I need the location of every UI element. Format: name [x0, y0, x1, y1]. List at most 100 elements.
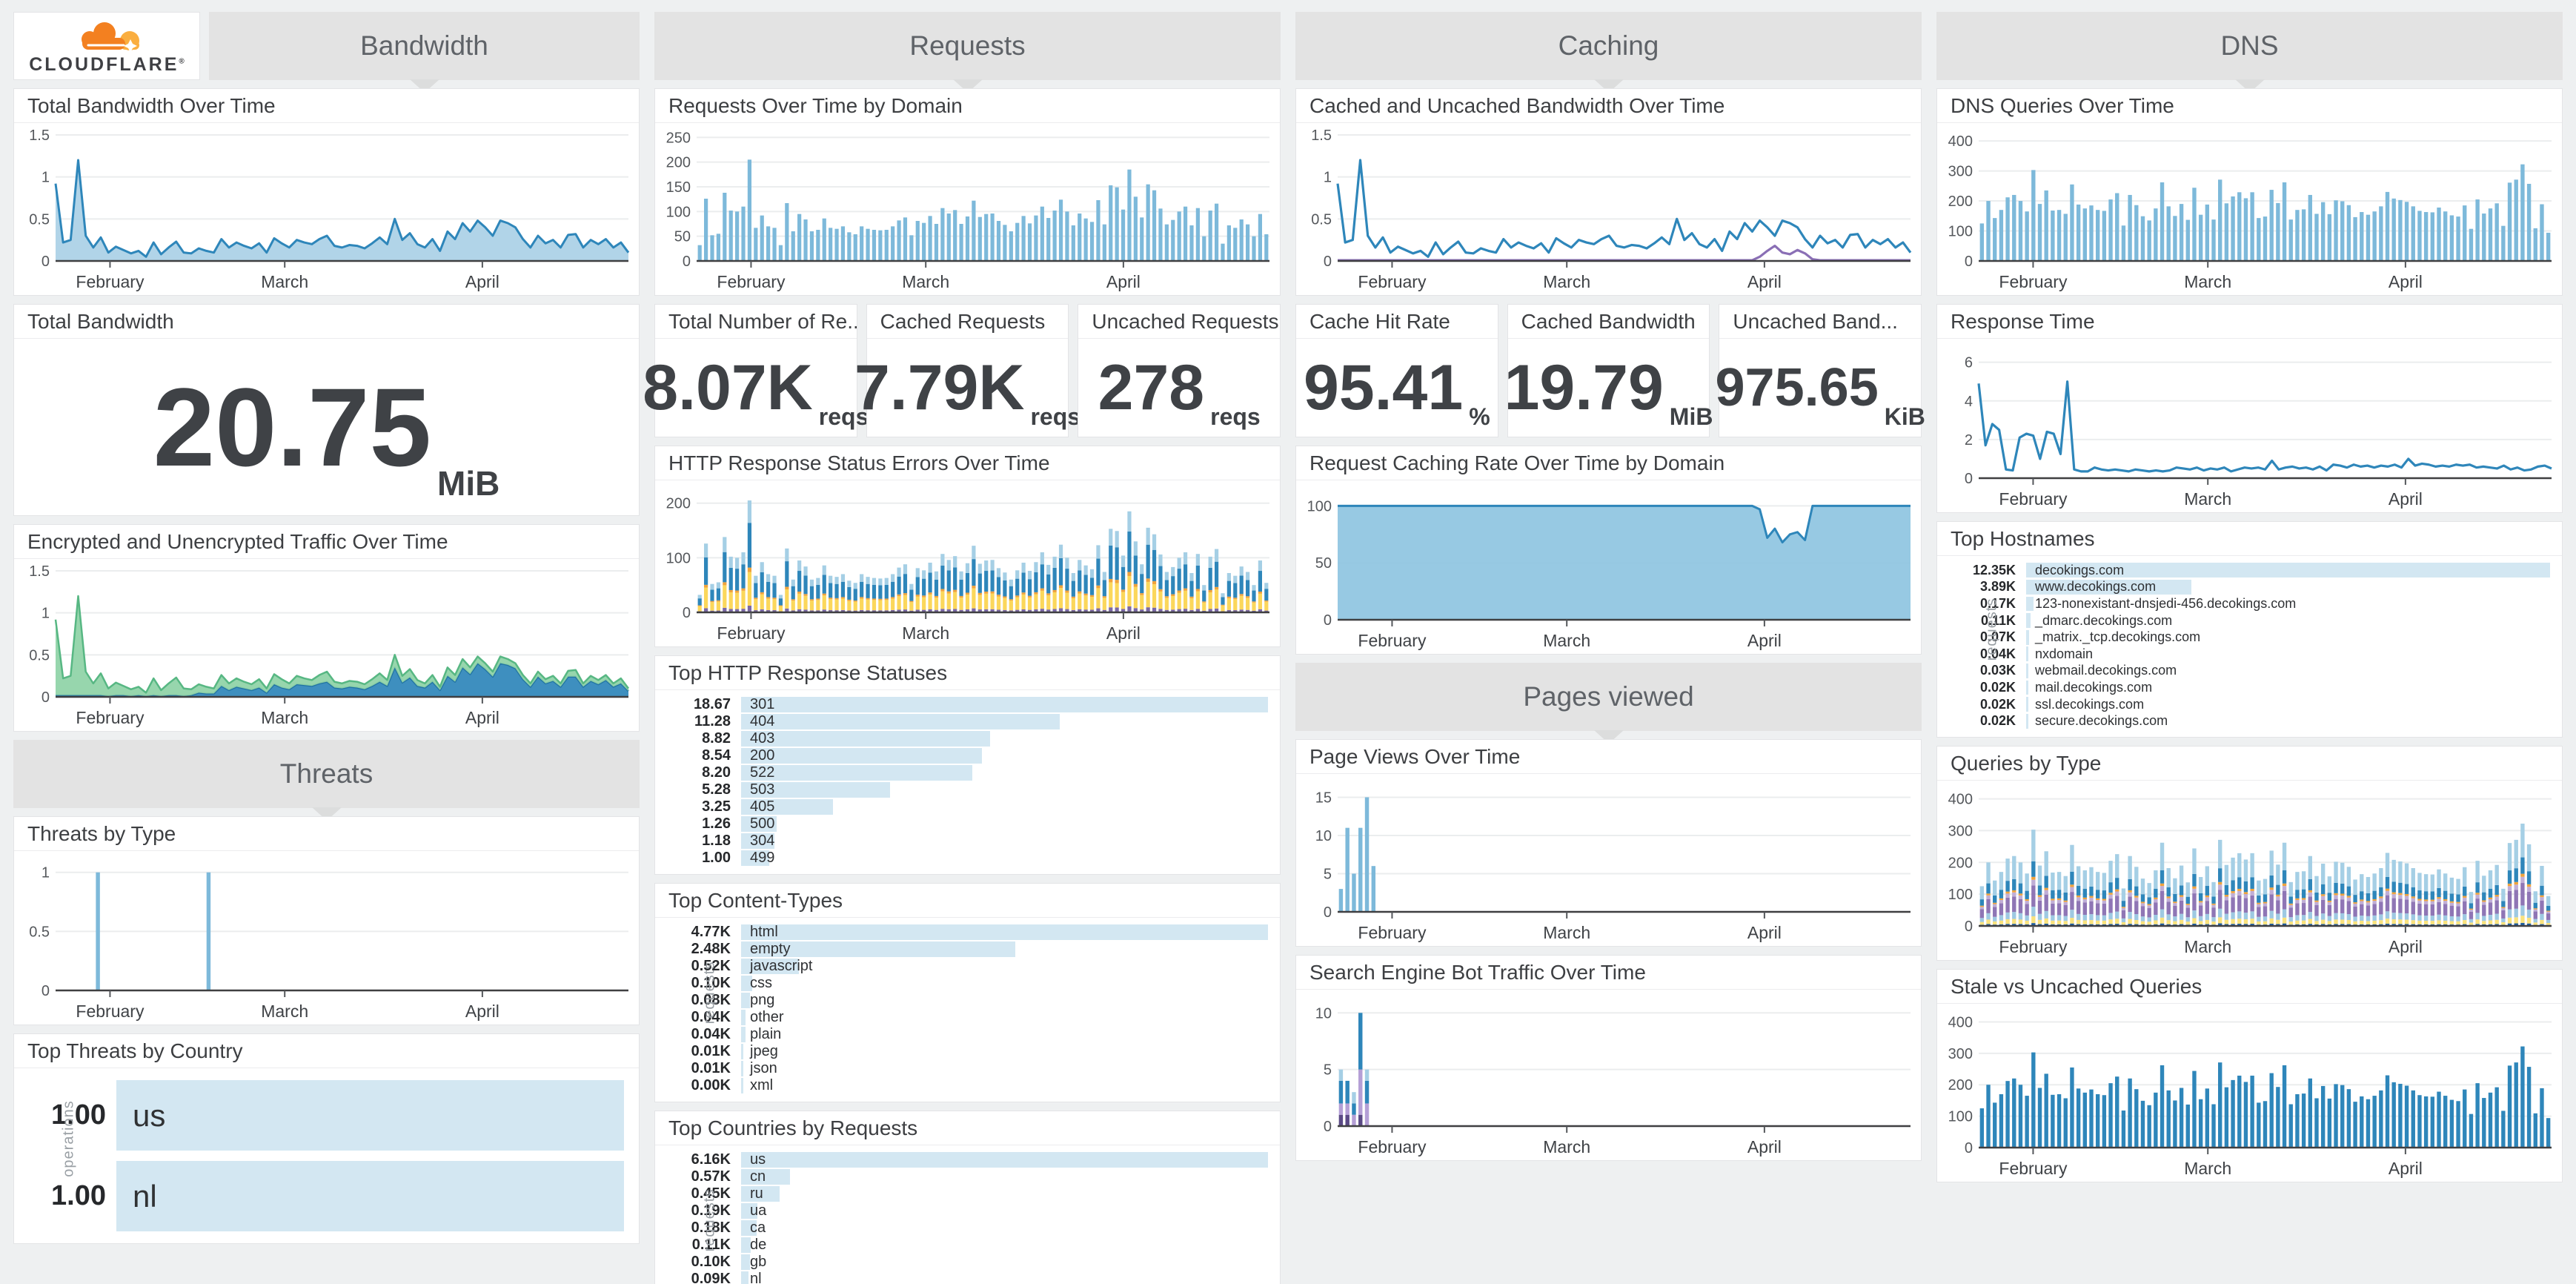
panel-page-views: Page Views Over Time 0 5 10 15 February March…: [1295, 739, 1922, 947]
list-item-value: 5.28: [702, 781, 731, 798]
top-http-statuses-list[interactable]: 18.67 301 11.28 404 8.82 403 8.54 200 8.20 522 5.2…: [655, 690, 1280, 874]
panel-title: Top HTTP Response Statuses: [655, 656, 1280, 690]
cloudflare-cloud-icon: [82, 21, 139, 53]
section-header-threats[interactable]: Threats: [13, 740, 640, 821]
total-bandwidth-area-chart[interactable]: 0 0.5 1 1.5 February March April: [14, 123, 639, 295]
panel-title: Top Countries by Requests: [655, 1111, 1280, 1145]
list-item-value: 0.11K: [691, 1237, 731, 1253]
list-item-value: 0.45K: [691, 1185, 731, 1202]
svg-text:200: 200: [1948, 193, 1973, 210]
svg-text:April: April: [1747, 272, 1782, 291]
panel-title: Queries by Type: [1937, 747, 2562, 781]
section-header-bandwidth[interactable]: Bandwidth: [209, 12, 640, 93]
section-header-requests[interactable]: Requests: [654, 12, 1281, 93]
list-item-bar: [2026, 680, 2028, 695]
requests-bar-chart[interactable]: 0 50 100 150 200 250 February March April: [655, 123, 1280, 295]
list-item-bar: [741, 1044, 743, 1059]
stat-title: Uncached Requests: [1078, 305, 1281, 339]
list-item-label: de: [750, 1237, 767, 1253]
panel-response-time: Response Time 0 2 4 6 February March April: [1936, 304, 2563, 513]
top-hostnames-list[interactable]: 12.35K decokings.com 3.89K www.decokings.co…: [1937, 556, 2562, 737]
list-item-label: 304: [750, 833, 775, 849]
panel-cached-uncached-bw: Cached and Uncached Bandwidth Over Time …: [1295, 88, 1922, 296]
http-errors-stacked-bar-chart[interactable]: 0 100 200 February March April: [655, 480, 1280, 646]
stat-value: 20.75: [153, 365, 432, 489]
list-item-label: _matrix._tcp.decokings.com: [2035, 629, 2201, 645]
svg-text:February: February: [717, 272, 786, 291]
svg-text:April: April: [465, 708, 499, 727]
svg-text:0.5: 0.5: [1311, 211, 1332, 228]
stat-value: 8.07K: [643, 352, 813, 423]
list-item-label: ru: [750, 1185, 763, 1202]
stat-value: 95.41: [1304, 352, 1464, 423]
svg-text:March: March: [2184, 489, 2231, 509]
panel-title: DNS Queries Over Time: [1937, 89, 2562, 123]
stat-value-row: 95.41 %: [1296, 339, 1498, 437]
stat-card-cached-requests: Cached Requests 7.79K reqs: [854, 304, 1080, 437]
panel-stale-uncached: Stale vs Uncached Queries 0 100 200 300 400 F…: [1936, 969, 2563, 1182]
list-item-bar: [2026, 563, 2550, 578]
dns-queries-bar-chart[interactable]: 0 100 200 300 400 February March April: [1937, 123, 2562, 295]
panel-title: Stale vs Uncached Queries: [1937, 970, 2562, 1004]
list-item-value: 0.02K: [1979, 696, 2016, 712]
list-item-bar: [741, 850, 770, 866]
list-item-bar: [2026, 613, 2031, 629]
panel-requests-over-time: Requests Over Time by Domain 0 50 100 150 20…: [654, 88, 1281, 296]
top-countries-list[interactable]: 6.16K us 0.57K cn 0.45K ru 0.19K ua 0.18K ca 0.11K…: [655, 1145, 1280, 1284]
encrypted-traffic-area-chart[interactable]: 0 0.5 1 1.5 February March April: [14, 559, 639, 731]
section-title: Bandwidth: [360, 30, 488, 61]
svg-text:March: March: [902, 623, 949, 643]
svg-text:400: 400: [1948, 1014, 1973, 1030]
list-item-label: 499: [750, 850, 775, 866]
section-header-pages-viewed[interactable]: Pages viewed: [1295, 663, 1922, 744]
caching-rate-area-chart[interactable]: 0 50 100 February March April: [1296, 480, 1921, 654]
panel-title: Top Hostnames: [1937, 522, 2562, 556]
list-item: 8.20 522: [660, 764, 1268, 781]
bot-traffic-stacked-bar-chart[interactable]: 0 5 10 February March April: [1296, 990, 1921, 1160]
svg-text:10: 10: [1315, 1005, 1332, 1022]
stale-uncached-bar-chart[interactable]: 0 100 200 300 400 February March April: [1937, 1004, 2562, 1182]
stat-value-row: 7.79K reqs: [854, 339, 1080, 437]
queries-by-type-stacked-bar-chart[interactable]: 0 100 200 300 400 February March April: [1937, 781, 2562, 960]
response-time-line-chart[interactable]: 0 2 4 6 February March April: [1937, 339, 2562, 512]
list-item-value: 8.82: [702, 730, 731, 747]
cached-uncached-line-chart[interactable]: 0 0.5 1 1.5 February March April: [1296, 123, 1921, 295]
list-item-label: plain: [750, 1026, 782, 1042]
svg-text:0: 0: [683, 605, 691, 621]
section-header-caching[interactable]: Caching: [1295, 12, 1922, 93]
list-item-bar: [741, 1152, 1268, 1168]
stat-unit: reqs: [1030, 403, 1081, 430]
svg-text:February: February: [1999, 272, 2068, 291]
svg-text:200: 200: [666, 155, 691, 171]
column-bandwidth-threats: CLOUDFLARE® Bandwidth Total Bandwidth Ov…: [13, 12, 640, 1284]
svg-text:0.5: 0.5: [29, 647, 50, 663]
panel-request-caching-rate: Request Caching Rate Over Time by Domain…: [1295, 446, 1922, 655]
list-item-bar: [741, 1027, 746, 1042]
list-item-label: secure.decokings.com: [2035, 713, 2168, 729]
svg-text:5: 5: [1324, 1062, 1332, 1079]
list-item-bar: [741, 731, 990, 747]
stat-value: 19.79: [1504, 352, 1664, 423]
list-item-label: 200: [750, 747, 775, 764]
svg-text:200: 200: [1948, 1077, 1973, 1093]
page-views-bar-chart[interactable]: 0 5 10 15 February March April: [1296, 774, 1921, 946]
svg-text:April: April: [1747, 923, 1782, 942]
list-item-label: html: [750, 924, 778, 940]
section-header-dns[interactable]: DNS: [1936, 12, 2563, 93]
svg-text:February: February: [76, 272, 145, 291]
svg-text:0: 0: [1965, 919, 1973, 935]
list-item-bar: [741, 1203, 757, 1219]
list-item: 3.89K www.decokings.com: [1942, 579, 2550, 596]
top-threats-by-country-list[interactable]: 1.00 us 1.00 nl: [14, 1068, 639, 1243]
section-title: DNS: [2220, 30, 2279, 61]
list-item-label: us: [750, 1151, 766, 1168]
list-item: 1.00 499: [660, 850, 1268, 867]
top-content-types-list[interactable]: 4.77K html 2.48K empty 0.52K javascript 0.10K c…: [655, 918, 1280, 1102]
svg-text:April: April: [2389, 489, 2423, 509]
list-item-bar: [741, 714, 1060, 729]
list-item-value: 11.28: [694, 713, 731, 729]
list-item: 0.17K 123-nonexistant-dnsjedi-456.decokin…: [1942, 595, 2550, 612]
list-item-bar: [2026, 646, 2028, 662]
threats-by-type-bar-chart[interactable]: 0 0.5 1 February March April: [14, 851, 639, 1025]
list-item-value: 1.26: [702, 815, 731, 832]
